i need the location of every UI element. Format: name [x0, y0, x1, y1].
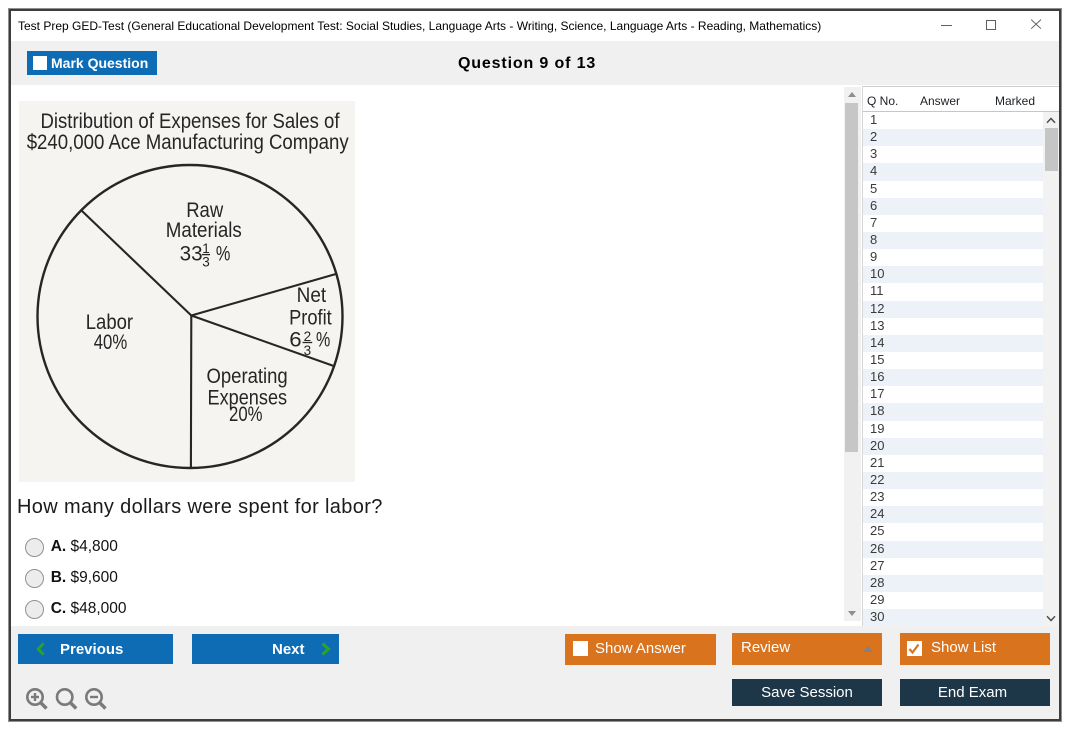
svg-text:Net: Net: [297, 284, 327, 307]
svg-text:$240,000 Ace Manufacturing Com: $240,000 Ace Manufacturing Company: [27, 131, 349, 154]
svg-text:Labor: Labor: [86, 311, 133, 334]
svg-text:%: %: [216, 243, 231, 266]
svg-text:Profit: Profit: [289, 306, 332, 329]
svg-text:Raw: Raw: [186, 199, 224, 222]
svg-text:6: 6: [289, 329, 301, 352]
svg-text:20%: 20%: [229, 403, 263, 426]
svg-text:Materials: Materials: [166, 219, 242, 242]
svg-text:%: %: [316, 329, 330, 352]
svg-text:Expenses: Expenses: [208, 387, 288, 410]
svg-text:40%: 40%: [94, 331, 128, 354]
svg-text:2: 2: [304, 329, 312, 344]
svg-text:Operating: Operating: [207, 365, 288, 388]
svg-text:33: 33: [180, 243, 203, 266]
svg-text:3: 3: [202, 255, 210, 270]
svg-text:Distribution of Expenses for S: Distribution of Expenses for Sales of: [41, 110, 340, 133]
svg-text:1: 1: [202, 241, 210, 256]
svg-text:3: 3: [304, 343, 312, 358]
